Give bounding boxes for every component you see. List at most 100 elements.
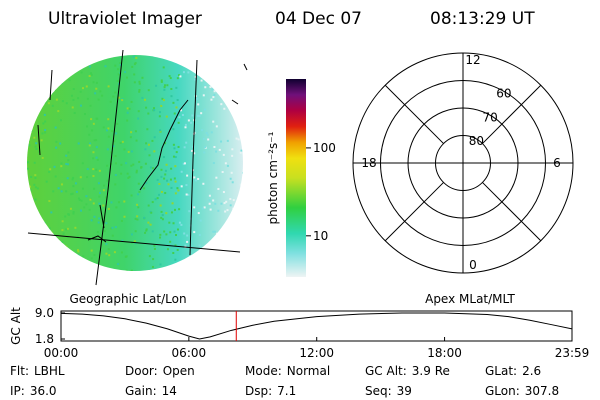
noise-dot (160, 216, 163, 219)
noise-dot (41, 60, 44, 63)
noise-dot (49, 168, 52, 171)
noise-dot (181, 266, 184, 269)
x-tick-label: 06:00 (172, 346, 207, 360)
noise-dot (126, 107, 129, 110)
noise-dot (160, 104, 163, 107)
status-value: Open (163, 364, 195, 378)
earth-disk (27, 55, 243, 271)
noise-dot (200, 79, 203, 82)
noise-dot (104, 65, 107, 68)
noise-dot (226, 209, 229, 212)
noise-dot (165, 163, 168, 166)
noise-dot (242, 210, 243, 213)
noise-dot (113, 140, 116, 143)
status-field: GLat: 2.6 (485, 364, 541, 378)
noise-dot (211, 88, 214, 91)
noise-dot (107, 118, 110, 121)
noise-dot (223, 107, 226, 110)
status-value: 39 (397, 384, 412, 398)
noise-dot (47, 102, 50, 105)
noise-dot (105, 129, 108, 132)
noise-dot (45, 75, 48, 78)
noise-dot (197, 177, 200, 180)
noise-dot (113, 251, 116, 254)
noise-dot (204, 70, 207, 73)
noise-dot (158, 182, 161, 185)
noise-dot (231, 154, 234, 157)
noise-dot (138, 190, 141, 193)
noise-dot (170, 167, 173, 170)
noise-dot (105, 222, 108, 225)
noise-dot (80, 199, 83, 202)
noise-dot (190, 121, 193, 124)
noise-dot (95, 139, 98, 142)
noise-dot (231, 148, 234, 151)
noise-dot (53, 165, 56, 168)
noise-dot (219, 89, 222, 92)
noise-dot (93, 253, 96, 256)
noise-dot (134, 217, 137, 220)
noise-dot (66, 177, 69, 180)
noise-dot (34, 248, 37, 251)
noise-dot (92, 168, 95, 171)
noise-dot (70, 193, 73, 196)
noise-dot (34, 186, 37, 189)
noise-dot (88, 75, 91, 78)
noise-dot (137, 117, 140, 120)
noise-dot (230, 248, 233, 251)
noise-dot (124, 70, 127, 73)
noise-dot (130, 233, 133, 236)
noise-dot (174, 244, 177, 247)
noise-dot (148, 255, 151, 258)
noise-dot (89, 142, 92, 145)
noise-dot (85, 195, 88, 198)
noise-dot (206, 245, 209, 248)
noise-dot (138, 90, 141, 93)
noise-dot (128, 107, 131, 110)
status-label: GC Alt: (365, 364, 407, 378)
noise-dot (65, 190, 68, 193)
noise-dot (147, 112, 150, 115)
status-label: IP: (10, 384, 25, 398)
noise-dot (63, 69, 66, 72)
noise-dot (157, 193, 160, 196)
noise-dot (231, 181, 234, 184)
noise-dot (130, 131, 133, 134)
noise-dot (176, 187, 179, 190)
noise-dot (217, 209, 220, 212)
noise-dot (137, 110, 140, 113)
noise-dot (138, 80, 141, 83)
noise-dot (50, 62, 53, 65)
noise-dot (181, 114, 184, 117)
noise-dot (177, 189, 180, 192)
noise-dot (217, 187, 220, 190)
noise-dot (30, 221, 33, 224)
noise-dot (36, 187, 39, 190)
noise-dot (209, 86, 212, 89)
noise-dot (135, 139, 138, 142)
noise-dot (153, 247, 156, 250)
noise-dot (60, 165, 63, 168)
noise-dot (180, 223, 183, 226)
noise-dot (230, 242, 233, 245)
noise-dot (222, 87, 225, 90)
noise-dot (235, 137, 238, 140)
instrument: Ultraviolet Imager (48, 9, 202, 29)
noise-dot (241, 99, 243, 102)
noise-dot (222, 191, 225, 194)
status-value: 307.8 (525, 384, 559, 398)
noise-dot (31, 241, 34, 244)
noise-dot (65, 154, 68, 157)
noise-dot (62, 232, 65, 235)
noise-dot (145, 182, 148, 185)
noise-dot (136, 215, 139, 218)
noise-dot (72, 185, 75, 188)
noise-dot (177, 145, 180, 148)
noise-dot (67, 264, 70, 267)
noise-dot (38, 55, 41, 58)
noise-dot (133, 240, 136, 243)
noise-dot (172, 143, 175, 146)
noise-dot (56, 239, 59, 242)
noise-dot (215, 232, 218, 235)
noise-dot (188, 210, 191, 213)
